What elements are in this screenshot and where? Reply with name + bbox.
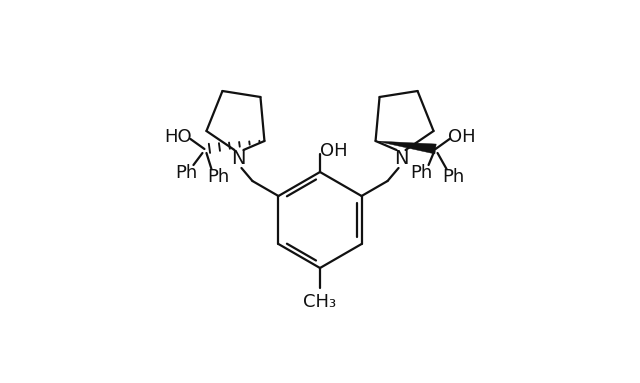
Text: Ph: Ph (175, 164, 198, 182)
Text: OH: OH (448, 128, 476, 146)
Text: N: N (231, 149, 246, 169)
Text: CH₃: CH₃ (303, 293, 337, 311)
Text: OH: OH (320, 142, 348, 160)
Text: Ph: Ph (410, 164, 433, 182)
Text: N: N (394, 149, 409, 169)
Text: Ph: Ph (207, 168, 230, 186)
Text: Ph: Ph (442, 168, 465, 186)
Polygon shape (376, 141, 436, 154)
Text: HO: HO (164, 128, 192, 146)
